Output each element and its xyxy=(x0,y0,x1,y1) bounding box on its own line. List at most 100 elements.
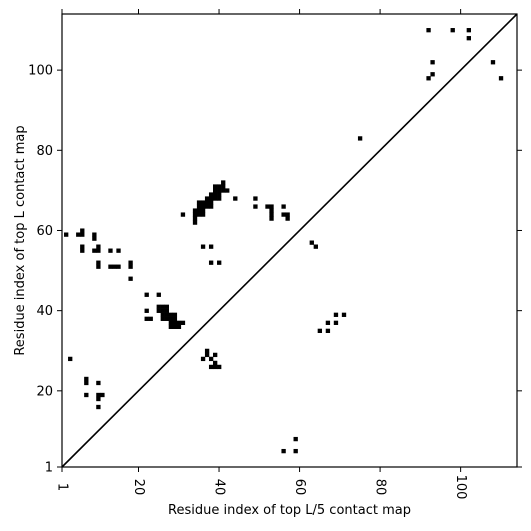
contact-point xyxy=(466,36,471,41)
contact-point xyxy=(80,244,85,249)
contact-point xyxy=(221,180,226,185)
contact-point xyxy=(200,244,206,249)
contact-point xyxy=(172,316,178,321)
points-layer xyxy=(64,28,504,454)
contact-point xyxy=(160,312,165,317)
contact-point xyxy=(108,248,113,253)
contact-point xyxy=(164,308,170,313)
y-tick-label: 100 xyxy=(28,64,53,79)
contact-point xyxy=(357,136,363,141)
contact-point xyxy=(204,204,210,209)
contact-point xyxy=(164,312,170,317)
x-tick-label: 1 xyxy=(55,483,70,491)
contact-point xyxy=(96,244,101,249)
contact-point xyxy=(92,248,97,253)
contact-point xyxy=(217,188,222,193)
contact-point xyxy=(208,204,214,209)
x-axis-label: Residue index of top L/5 contact map xyxy=(168,503,411,518)
contact-point xyxy=(96,392,101,398)
contact-point xyxy=(64,232,69,237)
contact-point xyxy=(313,244,318,249)
contact-point xyxy=(192,216,198,221)
x-tick-label: 60 xyxy=(292,479,307,496)
contact-point xyxy=(325,328,331,334)
contact-point xyxy=(208,260,214,265)
contact-point xyxy=(208,364,214,370)
contact-point xyxy=(128,260,133,265)
contact-point xyxy=(204,196,210,201)
contact-point xyxy=(200,204,206,209)
contact-point xyxy=(196,208,202,213)
contact-point xyxy=(172,324,178,329)
contact-point xyxy=(341,312,347,317)
contact-point xyxy=(168,324,174,329)
contact-point xyxy=(180,212,186,217)
contact-point xyxy=(212,364,218,370)
x-tick-label: 100 xyxy=(453,475,468,500)
contact-point xyxy=(196,200,202,205)
contact-point xyxy=(176,320,182,325)
contact-point xyxy=(168,320,174,325)
contact-point xyxy=(200,212,206,217)
contact-point xyxy=(172,312,178,317)
contact-point xyxy=(221,188,226,193)
diagonal-line xyxy=(61,13,518,468)
contact-point xyxy=(180,320,186,325)
contact-point xyxy=(426,28,431,33)
contact-point xyxy=(466,28,471,33)
contact-point xyxy=(253,196,258,201)
contact-point xyxy=(212,352,218,358)
contact-point xyxy=(217,196,222,201)
y-tick-label: 40 xyxy=(36,304,53,319)
y-tick-label: 20 xyxy=(36,384,53,399)
contact-point xyxy=(208,200,214,205)
contact-point xyxy=(221,184,226,189)
contact-point xyxy=(498,76,504,81)
contact-point xyxy=(80,228,85,233)
contact-point xyxy=(148,316,153,321)
y-tick-label: 60 xyxy=(36,224,53,239)
contact-point xyxy=(116,248,121,253)
contact-point xyxy=(208,356,214,362)
contact-point xyxy=(144,316,149,321)
contact-point xyxy=(144,308,149,313)
contact-point xyxy=(80,248,85,253)
contact-point xyxy=(116,264,121,269)
contact-point xyxy=(96,264,101,269)
contact-point xyxy=(160,304,165,309)
y-axis-label: Residue index of top L contact map xyxy=(13,125,28,355)
x-tick-label: 80 xyxy=(373,479,388,496)
contact-point xyxy=(217,192,222,197)
contact-point xyxy=(309,240,314,245)
contact-point xyxy=(156,308,161,313)
contact-point xyxy=(269,216,274,221)
contact-point xyxy=(333,312,339,317)
contact-point xyxy=(490,60,496,65)
contact-point xyxy=(128,276,133,281)
y-tick-label: 80 xyxy=(36,144,53,159)
contact-point xyxy=(84,380,89,386)
contact-point xyxy=(285,216,290,221)
contact-point xyxy=(156,292,161,297)
contact-point xyxy=(208,196,214,201)
contact-point xyxy=(96,380,101,386)
contact-point xyxy=(317,328,323,334)
contact-point xyxy=(200,208,206,213)
contact-point xyxy=(168,316,174,321)
contact-point xyxy=(212,192,218,197)
contact-point xyxy=(430,60,435,65)
contact-point xyxy=(212,188,218,193)
contact-point xyxy=(208,192,214,197)
x-tick-label: 20 xyxy=(131,479,146,496)
contact-point xyxy=(281,212,286,217)
contact-point xyxy=(192,212,198,217)
contact-point xyxy=(96,396,101,402)
contact-point xyxy=(212,184,218,189)
contact-point xyxy=(172,320,178,325)
contact-point xyxy=(217,184,222,189)
contact-point xyxy=(430,72,435,77)
contact-point xyxy=(144,292,149,297)
contact-point xyxy=(176,324,182,329)
contact-point xyxy=(225,188,230,193)
